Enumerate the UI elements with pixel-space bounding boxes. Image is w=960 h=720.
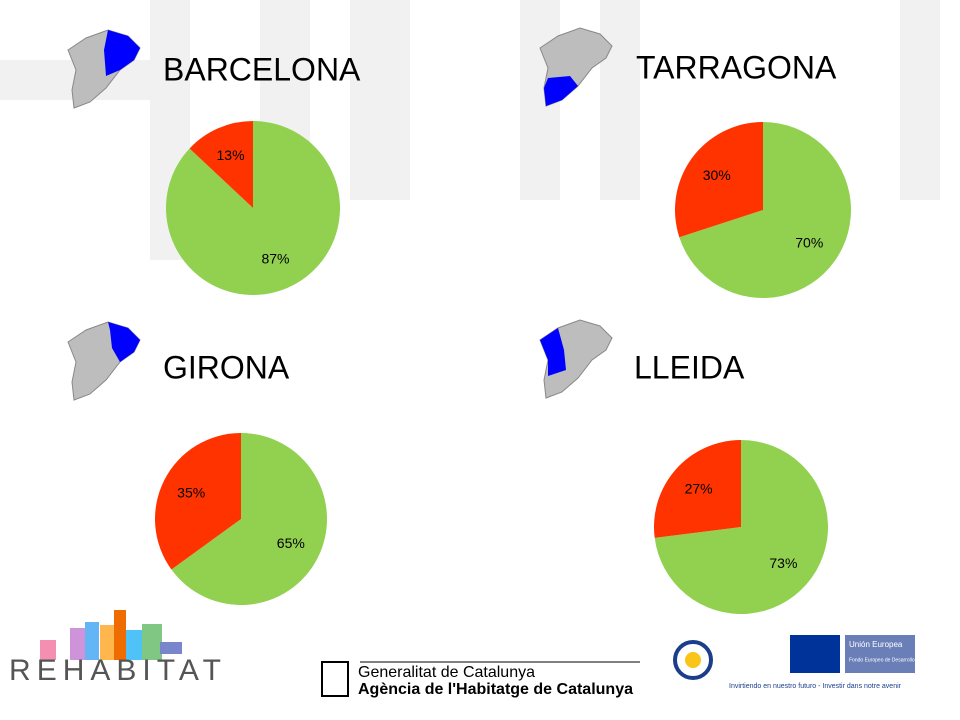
chart-title: GIRONA <box>163 349 290 385</box>
poctefa-logo-center <box>685 652 701 668</box>
pie-slice <box>654 440 829 614</box>
pie-slice <box>154 433 241 570</box>
eu-text: Unión Europea <box>849 640 903 649</box>
map-highlight <box>104 30 140 76</box>
slice-label: 13% <box>217 147 245 163</box>
region-map <box>67 29 141 109</box>
generalitat-emblem <box>321 661 349 697</box>
slice-label: 27% <box>685 480 713 496</box>
slice-label: 30% <box>703 167 731 183</box>
background-watermark <box>0 0 940 260</box>
slice-label: 73% <box>769 555 797 571</box>
motto-text: Invirtiendo en nuestro futuro - Investir… <box>729 683 902 690</box>
agencia-text: Agència de l'Habitatge de Catalunya <box>358 681 633 698</box>
rehabitat-text: REHABITAT <box>9 654 227 687</box>
fund-text: Fondo Europeo de Desarrollo Regional <box>849 657 936 663</box>
pie-slice <box>171 433 327 605</box>
rehabitat-logo: REHABITAT <box>9 610 227 687</box>
map-highlight <box>108 322 140 362</box>
region-map <box>67 321 141 401</box>
eu-flag <box>790 635 840 673</box>
pie-slice <box>189 121 253 208</box>
map-highlight <box>540 328 566 376</box>
pie-slice <box>679 122 851 298</box>
slice-label: 65% <box>277 535 305 551</box>
region-map <box>539 27 613 107</box>
footer: REHABITAT Generalitat de Catalunya Agènc… <box>9 610 936 698</box>
chart-title: TARRAGONA <box>636 49 837 85</box>
slice-label: 35% <box>177 484 205 500</box>
map-highlight <box>544 76 578 106</box>
pie-slice <box>674 122 763 238</box>
chart-title: LLEIDA <box>634 349 745 385</box>
slice-label: 87% <box>261 251 289 267</box>
generalitat-text: Generalitat de Catalunya <box>358 664 535 681</box>
poctefa-logo <box>673 640 713 680</box>
eu-box <box>845 635 915 673</box>
pie-slice <box>654 440 741 538</box>
slice-label: 70% <box>795 234 823 250</box>
chart-title: BARCELONA <box>163 51 361 87</box>
region-map <box>539 319 613 399</box>
